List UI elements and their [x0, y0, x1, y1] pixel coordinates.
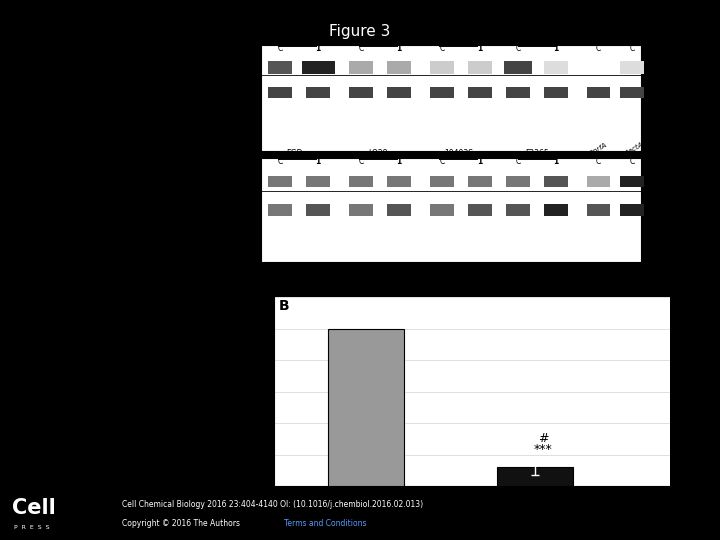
Text: P  R  E  S  S: P R E S S [14, 525, 49, 530]
Text: Cell Chemical Biology 2016 23:404-4140 OI: (10.1016/j.chembiol.2016.02.013): Cell Chemical Biology 2016 23:404-4140 O… [122, 500, 423, 509]
Bar [430, 176, 454, 187]
Text: P60: P60 [238, 87, 254, 97]
Text: F2365: F2365 [525, 36, 549, 45]
Text: ΔactA: ΔactA [624, 141, 644, 157]
Text: Copyright © 2016 The Authors: Copyright © 2016 The Authors [122, 519, 248, 528]
Text: C: C [278, 44, 283, 52]
Text: Figure 3: Figure 3 [329, 24, 391, 39]
Text: ***: *** [534, 443, 552, 456]
Text: C: C [359, 44, 364, 52]
Text: P60: P60 [238, 206, 254, 215]
Text: F2365: F2365 [454, 528, 489, 538]
Text: ΔprfA: ΔprfA [589, 142, 608, 157]
Text: LLO: LLO [238, 63, 254, 72]
Bar [307, 176, 330, 187]
Text: Cell: Cell [12, 498, 55, 518]
Text: C: C [596, 157, 601, 166]
Text: Δhly: Δhly [626, 31, 642, 44]
Text: 1: 1 [553, 44, 559, 52]
Text: C: C [629, 44, 634, 52]
Bar [302, 61, 335, 73]
Bar [269, 86, 292, 98]
Text: WC: WC [660, 205, 677, 215]
Text: C: C [629, 157, 634, 166]
Text: 1: 1 [397, 157, 402, 166]
Bar [349, 61, 373, 73]
Bar [544, 205, 567, 216]
Bar [468, 61, 492, 73]
Text: 10403S: 10403S [444, 36, 473, 45]
Bar [269, 205, 292, 216]
Bar [620, 61, 644, 73]
Text: 1: 1 [315, 157, 321, 166]
Bar [387, 176, 411, 187]
Text: Sup: Sup [651, 78, 670, 88]
Bar [506, 86, 530, 98]
Bar [497, 467, 572, 486]
Bar [269, 61, 292, 73]
Text: C: C [439, 44, 444, 52]
Text: F2365: F2365 [525, 149, 549, 158]
Text: C: C [439, 157, 444, 166]
Bar [430, 205, 454, 216]
Text: Terms and Conditions: Terms and Conditions [284, 519, 367, 528]
Bar [620, 86, 644, 98]
Text: C: C [359, 157, 364, 166]
Text: B: B [279, 299, 289, 313]
Bar [349, 176, 373, 187]
Bar [307, 86, 330, 98]
Text: #: # [538, 432, 549, 445]
Bar [620, 176, 644, 187]
Text: EGDe: EGDe [287, 36, 307, 45]
Bar [387, 205, 411, 216]
Bar [307, 205, 330, 216]
Y-axis label: Uptake (% of control): Uptake (% of control) [230, 340, 240, 443]
Bar [587, 86, 611, 98]
Text: 1: 1 [477, 157, 482, 166]
Bar [349, 86, 373, 98]
Bar [387, 86, 411, 98]
Bar [468, 176, 492, 187]
Bar [587, 205, 611, 216]
Bar [503, 61, 532, 73]
Text: 1: 1 [477, 44, 482, 52]
Text: C: C [278, 157, 283, 166]
Bar [544, 86, 567, 98]
Text: LO28: LO28 [368, 36, 387, 45]
Bar [328, 328, 404, 486]
Text: A: A [233, 45, 243, 59]
Text: C: C [516, 157, 521, 166]
Bar [269, 176, 292, 187]
Bar [430, 61, 454, 73]
Text: ΔprfA: ΔprfA [589, 29, 608, 44]
Bar [468, 86, 492, 98]
Text: 10403S: 10403S [444, 149, 473, 158]
Bar [587, 176, 611, 187]
Bar [506, 176, 530, 187]
Text: 1: 1 [315, 44, 321, 52]
Bar [544, 176, 567, 187]
Text: 1: 1 [397, 44, 402, 52]
Bar [349, 205, 373, 216]
Bar [261, 158, 642, 262]
Text: 1: 1 [553, 157, 559, 166]
Bar [468, 205, 492, 216]
Text: C: C [516, 44, 521, 52]
Bar [430, 86, 454, 98]
Text: EGDe: EGDe [287, 149, 307, 158]
Bar [544, 61, 567, 73]
Text: PrfA: PrfA [237, 177, 254, 186]
Bar [620, 205, 644, 216]
Bar [387, 61, 411, 73]
Text: C: C [596, 44, 601, 52]
Bar [506, 205, 530, 216]
Bar [261, 45, 642, 151]
Text: LO28: LO28 [368, 149, 387, 158]
